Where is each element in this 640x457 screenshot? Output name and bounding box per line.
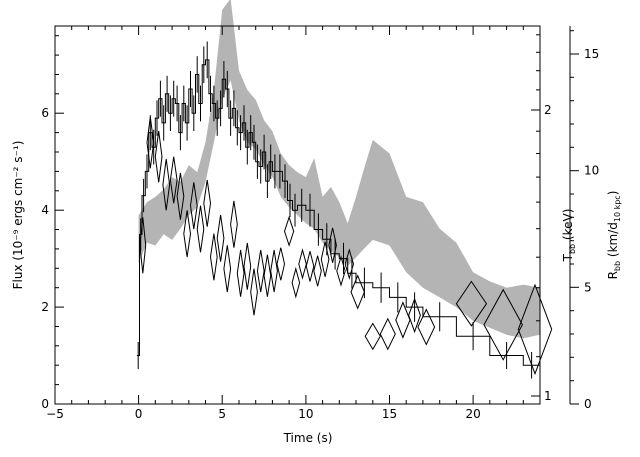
- radius-diamond: [270, 249, 278, 293]
- radius-diamond: [313, 255, 322, 287]
- radius-diamond: [417, 308, 436, 346]
- radius-diamond: [196, 205, 205, 253]
- radius-diamond: [408, 297, 421, 334]
- radius-diamond: [154, 130, 163, 183]
- temperature-tick-label: 2: [544, 103, 552, 117]
- radius-tick-label: 15: [584, 47, 599, 61]
- radius-axis-label-mid: (km/d: [606, 222, 620, 261]
- y-tick-label: 0: [41, 397, 49, 411]
- radius-diamond: [395, 301, 411, 339]
- radius-diamond: [146, 116, 155, 169]
- radius-diamond: [276, 247, 286, 281]
- radius-diamond: [483, 288, 523, 361]
- radius-axis-label-sub: bb: [613, 261, 622, 271]
- y-tick-label: 6: [41, 106, 49, 120]
- y-tick-label: 4: [41, 203, 49, 217]
- x-tick-label: 15: [382, 407, 397, 421]
- radius-diamond: [517, 283, 553, 376]
- radius-tick-label: 10: [584, 164, 599, 178]
- radius-diamond: [139, 217, 147, 274]
- radius-diamond: [298, 248, 307, 280]
- radius-diamond: [455, 280, 488, 327]
- temperature-axis-label-main: T: [561, 253, 575, 262]
- radius-diamond: [243, 242, 252, 290]
- temperature-band: [138, 0, 540, 339]
- radius-axis-label-sub2: 10 kpc: [613, 195, 622, 222]
- radius-diamond: [183, 210, 192, 258]
- radius-diamond: [223, 245, 232, 293]
- radius-tick-label: 0: [584, 397, 592, 411]
- radius-axis-label: Rbb (km/d10 kpc): [606, 191, 622, 280]
- x-tick-label: −5: [46, 407, 64, 421]
- x-tick-label: 0: [135, 407, 143, 421]
- radius-diamond: [209, 233, 218, 281]
- temperature-axis-label-tail: (keV): [561, 209, 575, 244]
- x-tick-label: 20: [465, 407, 480, 421]
- x-tick-label: 10: [298, 407, 313, 421]
- radius-diamond: [236, 249, 245, 297]
- radius-diamond: [203, 179, 212, 227]
- radius-tick-label: 5: [584, 280, 592, 294]
- y-tick-label: 2: [41, 300, 49, 314]
- y-axis-label: Flux (10⁻⁹ ergs cm⁻² s⁻¹): [11, 141, 25, 290]
- radius-diamond: [230, 200, 238, 248]
- temperature-tick-label: 1: [544, 389, 552, 403]
- radius-diamond: [305, 251, 315, 282]
- plot-frame: [54, 25, 541, 405]
- radius-diamond: [328, 227, 337, 263]
- axes-layer: [54, 25, 571, 405]
- radius-diamond: [364, 322, 381, 351]
- radius-diamond: [320, 241, 330, 277]
- radius-diamond: [256, 249, 265, 293]
- radius-diamond: [291, 266, 301, 299]
- radius-axis-label-main: R: [606, 271, 620, 279]
- radius-axis-label-tail: ): [606, 191, 620, 196]
- temperature-axis-label: Tbb (keV): [561, 209, 577, 263]
- radius-diamond: [169, 156, 178, 204]
- radius-diamond: [162, 158, 171, 211]
- radius-series-layer: [139, 116, 553, 376]
- temperature-axis-label-sub: bb: [568, 244, 577, 254]
- temperature-band-layer: [138, 0, 540, 339]
- x-axis-label: Time (s): [283, 431, 333, 445]
- radius-diamond: [263, 254, 272, 297]
- radius-diamond: [344, 248, 355, 280]
- radius-diamond: [336, 255, 346, 287]
- radius-diamond: [283, 215, 295, 247]
- radius-diamond: [216, 214, 225, 262]
- radius-diamond: [176, 172, 185, 220]
- x-tick-label: 5: [218, 407, 226, 421]
- radius-diamond: [189, 182, 198, 230]
- flux-series-layer: [136, 41, 541, 381]
- radius-diamond: [250, 268, 258, 316]
- radius-diamond: [379, 317, 396, 351]
- radius-diamond: [350, 274, 365, 310]
